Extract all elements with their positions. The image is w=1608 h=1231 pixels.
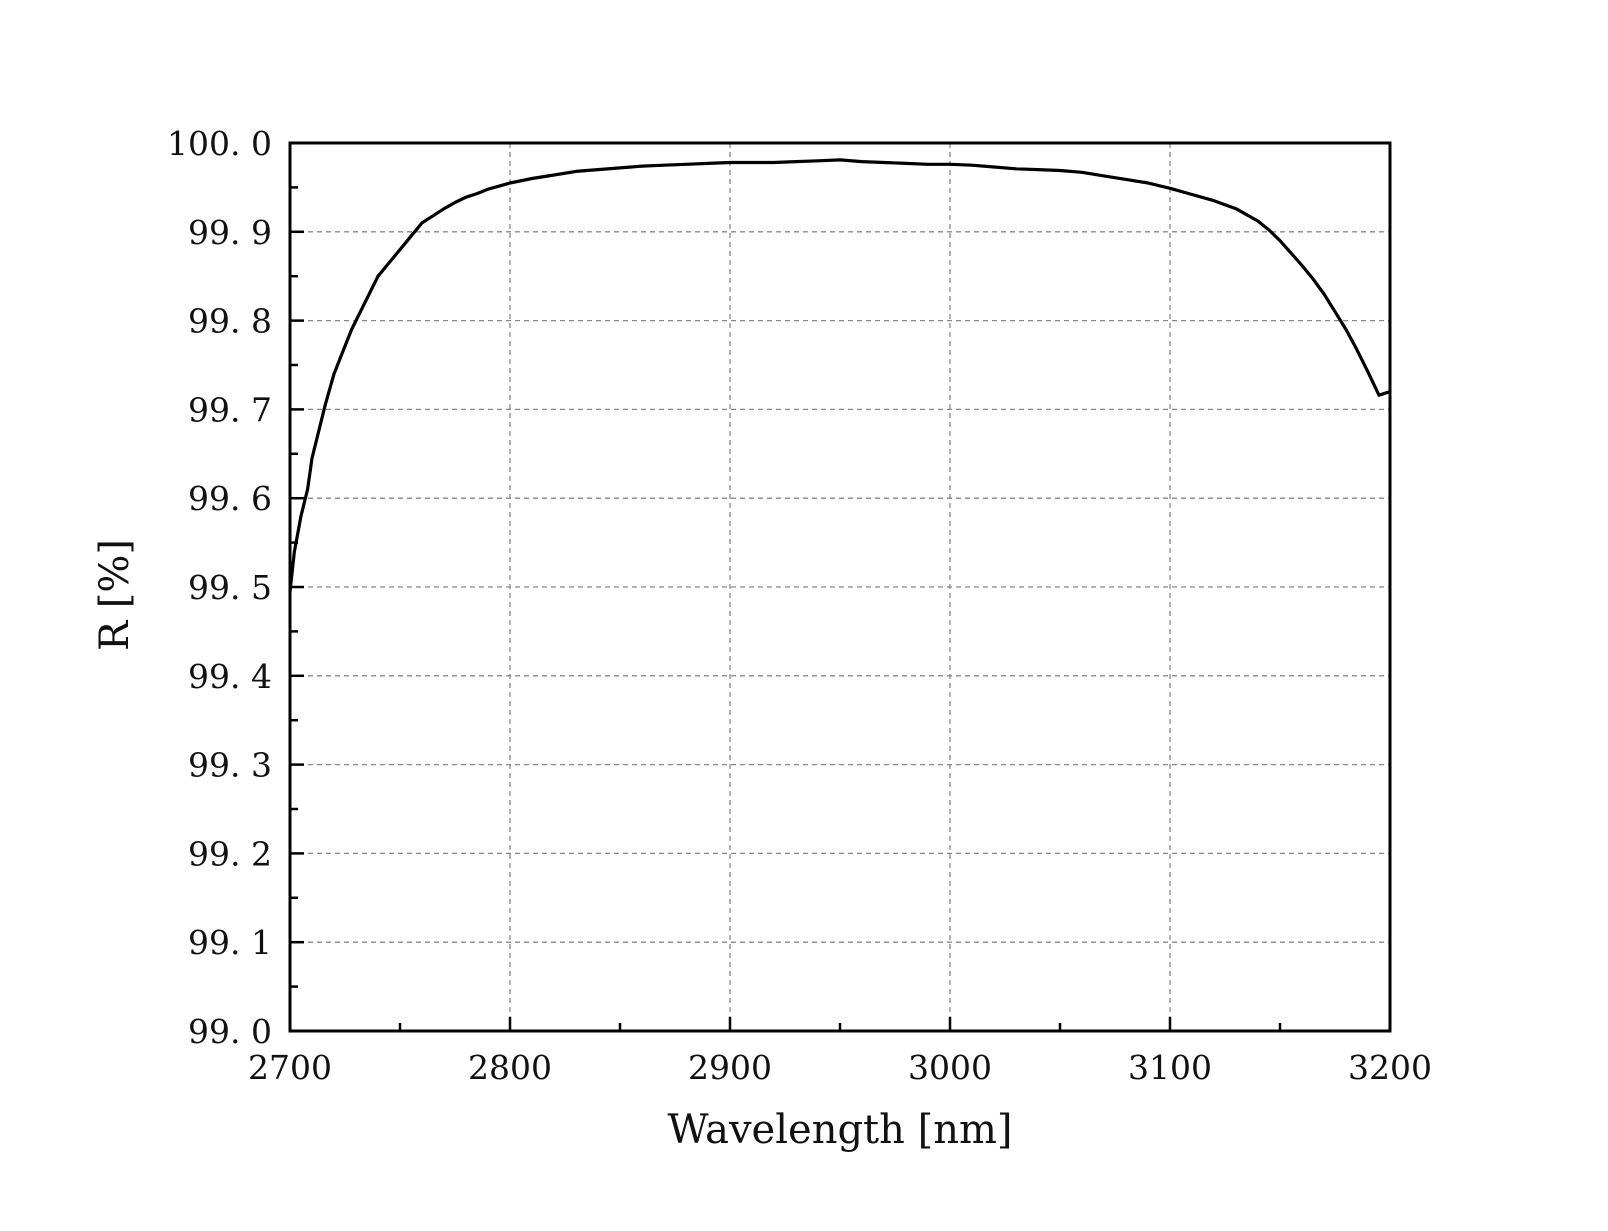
y-tick-label: 99. 3 [188, 746, 272, 785]
x-tick-label: 2900 [688, 1048, 772, 1087]
reflectance-curve [288, 158, 1392, 593]
y-tick-label: 99. 6 [188, 479, 272, 518]
axis-ticks [288, 141, 1392, 1033]
x-tick-label: 2800 [468, 1048, 552, 1087]
x-tick-label: 3000 [908, 1048, 992, 1087]
y-tick-label: 100. 0 [167, 124, 272, 163]
x-tick-label: 3200 [1348, 1048, 1432, 1087]
y-tick-label: 99. 2 [188, 834, 272, 873]
y-tick-label: 99. 8 [188, 302, 272, 341]
y-tick-label: 99. 4 [188, 657, 272, 696]
tick-labels: 2700 2800 2900 3000 3100 3200 99. 0 99. 1 99. 2 9… [167, 124, 1432, 1087]
grid-lines [290, 143, 1390, 1031]
x-tick-label: 3100 [1128, 1048, 1212, 1087]
y-tick-label: 99. 9 [188, 213, 272, 252]
y-tick-label: 99. 1 [188, 923, 272, 962]
x-axis-title: Wavelength [nm] [667, 1107, 1012, 1153]
y-tick-label: 99. 5 [188, 568, 272, 607]
x-tick-label: 2700 [248, 1048, 332, 1087]
y-tick-label: 99. 0 [188, 1012, 272, 1051]
y-tick-label: 99. 7 [188, 390, 272, 429]
y-axis-title: R [%] [92, 539, 138, 651]
